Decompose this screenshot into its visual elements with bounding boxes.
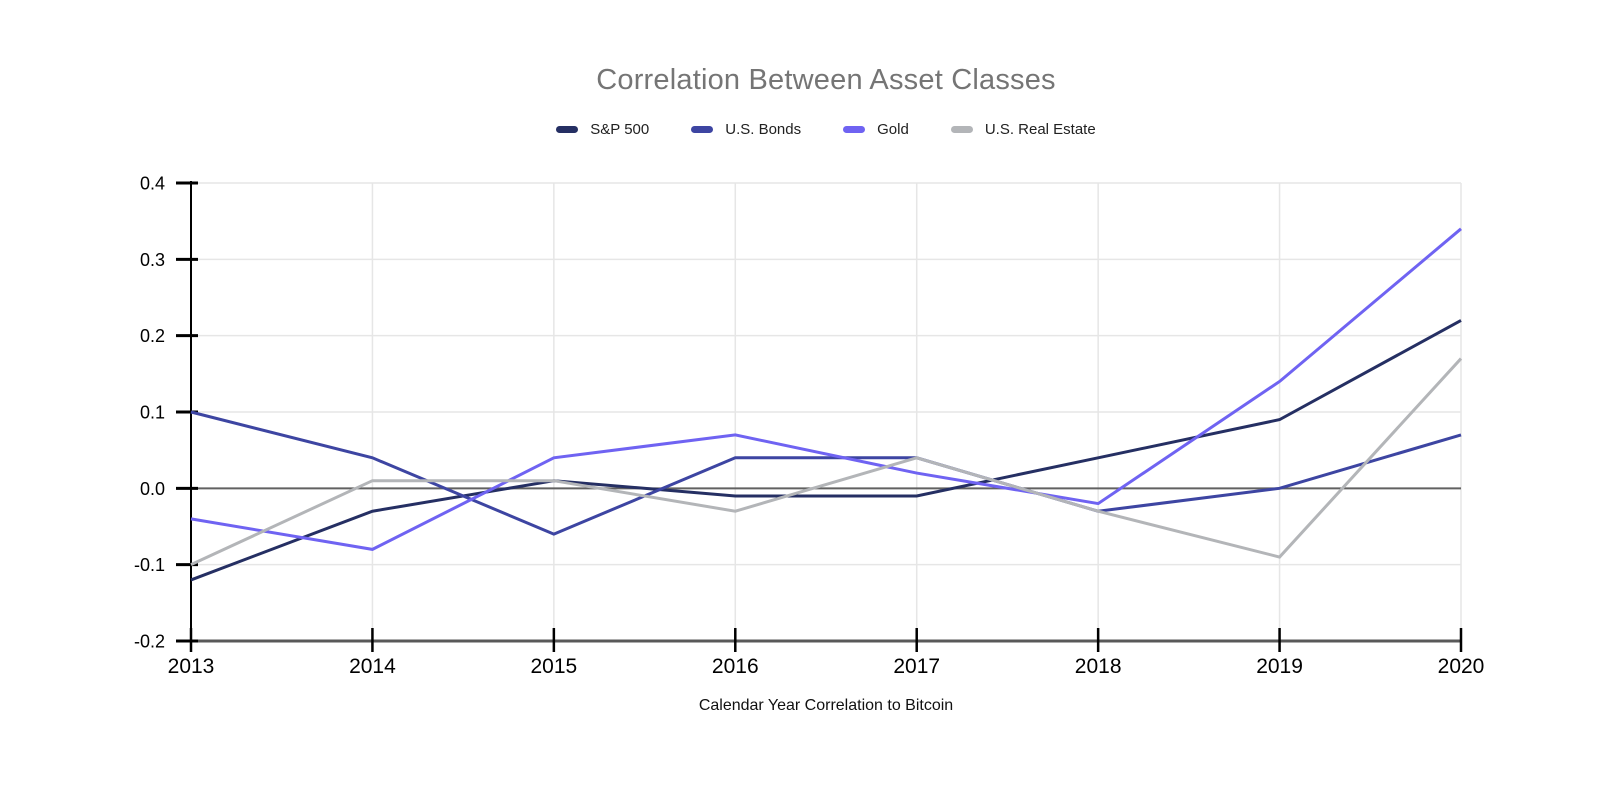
legend: S&P 500 U.S. Bonds Gold U.S. Real Estate [191, 121, 1461, 138]
legend-label: U.S. Bonds [725, 121, 802, 138]
legend-swatch-icon [691, 126, 714, 133]
y-tick-label: 0.3 [140, 250, 165, 270]
legend-swatch-icon [950, 126, 973, 133]
legend-swatch-icon [843, 126, 866, 133]
legend-item-u-s-real-estate: U.S. Real Estate [950, 121, 1096, 138]
y-tick-label: -0.2 [134, 632, 165, 652]
y-tick-label: 0.2 [140, 326, 165, 346]
legend-label: Gold [877, 121, 909, 138]
x-tick-label: 2015 [530, 655, 577, 678]
y-tick-label: 0.1 [140, 403, 165, 423]
legend-label: U.S. Real Estate [984, 121, 1096, 138]
legend-item-gold: Gold [843, 121, 909, 138]
series-line-u-s-bonds [190, 410, 1462, 536]
legend-item-s-p-500: S&P 500 [556, 121, 649, 138]
y-tick-label: 0.0 [140, 479, 165, 499]
x-tick-label: 2019 [1256, 655, 1303, 678]
x-tick-label: 2017 [893, 655, 940, 678]
y-tick-label: 0.4 [140, 174, 165, 194]
chart-title: Correlation Between Asset Classes [596, 64, 1056, 96]
x-tick-label: 2020 [1438, 655, 1485, 678]
y-tick-label: -0.1 [134, 555, 165, 575]
legend-item-u-s-bonds: U.S. Bonds [691, 121, 801, 138]
x-tick-label: 2014 [349, 655, 396, 678]
x-tick-label: 2016 [712, 655, 759, 678]
legend-swatch-icon [556, 126, 579, 133]
series-line-s-p-500 [190, 319, 1462, 582]
x-tick-label: 2018 [1075, 655, 1122, 678]
x-tick-label: 2013 [168, 655, 215, 678]
x-axis-title: Calendar Year Correlation to Bitcoin [698, 697, 954, 714]
series-line-gold [190, 227, 1462, 551]
series-line-u-s-real-estate [190, 357, 1463, 567]
legend-label: S&P 500 [590, 121, 650, 138]
